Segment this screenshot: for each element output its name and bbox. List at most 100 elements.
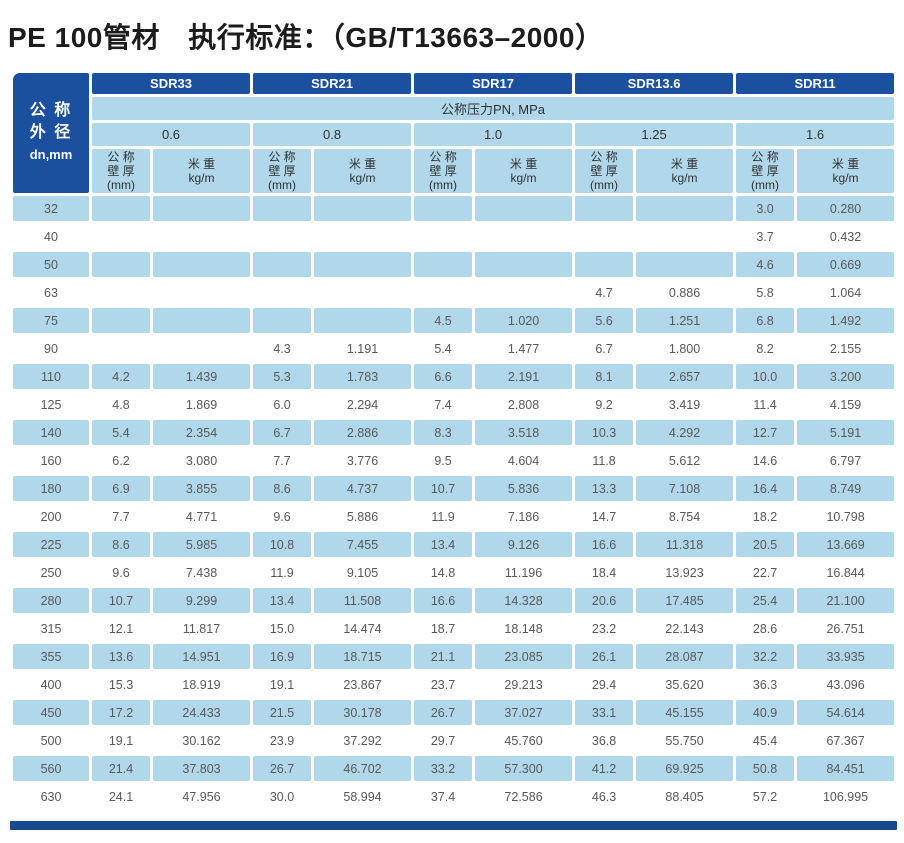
data-cell: 26.7 (253, 756, 312, 781)
data-cell: 1.191 (314, 336, 412, 361)
data-cell: 8.6 (253, 476, 312, 501)
data-cell: 6.9 (92, 476, 150, 501)
data-cell: 1.020 (475, 308, 573, 333)
data-cell: 8.754 (636, 504, 734, 529)
data-cell: 43.096 (797, 672, 895, 697)
data-cell: 4.5 (414, 308, 473, 333)
data-cell: 88.405 (636, 784, 734, 809)
header-line: (mm) (590, 178, 619, 192)
data-cell: 7.7 (92, 504, 150, 529)
data-cell: 14.7 (575, 504, 634, 529)
header-line: 壁 厚 (107, 164, 135, 178)
data-cell: 8.6 (92, 532, 150, 557)
data-cell: 3.518 (475, 420, 573, 445)
data-cell: 28.6 (736, 616, 795, 641)
data-cell: 13.3 (575, 476, 634, 501)
dn-cell: 280 (13, 588, 89, 613)
table-row: 200 7.7 4.771 9.6 5.886 11.9 7.186 14.7 8.754 18.… (13, 504, 895, 529)
sdr-header: SDR11 (736, 73, 895, 94)
data-cell: 15.0 (253, 616, 312, 641)
data-cell: 4.737 (314, 476, 412, 501)
data-cell: 24.433 (153, 700, 251, 725)
data-cell: 37.027 (475, 700, 573, 725)
data-cell: 7.4 (414, 392, 473, 417)
data-cell: 9.299 (153, 588, 251, 613)
table-row: 140 5.4 2.354 6.7 2.886 8.3 3.518 10.3 4.292 12.7… (13, 420, 895, 445)
data-cell: 24.1 (92, 784, 150, 809)
wall-thickness-header: 公 称壁 厚 (mm) (414, 149, 473, 193)
pressure-values-row: 0.6 0.8 1.0 1.25 1.6 (13, 123, 895, 146)
sdr-header: SDR21 (253, 73, 412, 94)
data-cell: 3.200 (797, 364, 895, 389)
data-cell (314, 252, 412, 277)
data-cell: 11.4 (736, 392, 795, 417)
data-cell: 0.432 (797, 224, 895, 249)
table-row: 110 4.2 1.439 5.3 1.783 6.6 2.191 8.1 2.657 10.0 3… (13, 364, 895, 389)
header-line: 米 重 (187, 157, 216, 171)
data-cell: 23.2 (575, 616, 634, 641)
data-cell: 7.108 (636, 476, 734, 501)
data-cell: 1.477 (475, 336, 573, 361)
data-cell: 17.2 (92, 700, 150, 725)
data-cell: 6.797 (797, 448, 895, 473)
corner-header: 公 称外 径 dn,mm (13, 73, 89, 193)
table-row: 90 4.3 1.191 5.4 1.477 6.7 1.800 8.2 2.155 (13, 336, 895, 361)
dn-cell: 250 (13, 560, 89, 585)
data-cell: 4.7 (575, 280, 634, 305)
data-cell: 21.100 (797, 588, 895, 613)
dn-cell: 125 (13, 392, 89, 417)
data-cell: 10.7 (414, 476, 473, 501)
header-line: kg/m (510, 171, 537, 185)
data-cell: 18.148 (475, 616, 573, 641)
data-cell: 21.1 (414, 644, 473, 669)
data-cell: 58.994 (314, 784, 412, 809)
sdr-header-row: 公 称外 径 dn,mm SDR33 SDR21 SDR17 SDR13.6 SDR11 (13, 73, 895, 193)
data-cell: 18.919 (153, 672, 251, 697)
data-cell: 7.438 (153, 560, 251, 585)
data-cell: 55.750 (636, 728, 734, 753)
data-cell: 23.085 (475, 644, 573, 669)
table-row: 500 19.1 30.162 23.9 37.292 29.7 45.760 36.8 55.… (13, 728, 895, 753)
header-line: 公 称 (590, 150, 618, 164)
wall-thickness-header: 公 称壁 厚 (mm) (253, 149, 312, 193)
data-cell (253, 308, 312, 333)
table-row: 32 3.0 0.280 (13, 196, 895, 221)
header-line: 公 称 (107, 150, 135, 164)
data-cell: 30.178 (314, 700, 412, 725)
data-cell: 23.9 (253, 728, 312, 753)
header-line: 外 径 (29, 124, 73, 141)
data-cell: 106.995 (797, 784, 895, 809)
data-cell: 37.4 (414, 784, 473, 809)
data-cell: 13.4 (253, 588, 312, 613)
data-cell (575, 252, 634, 277)
header-line: kg/m (349, 171, 376, 185)
data-cell: 16.6 (575, 532, 634, 557)
data-cell: 46.702 (314, 756, 412, 781)
data-cell: 20.6 (575, 588, 634, 613)
data-cell: 10.7 (92, 588, 150, 613)
data-cell: 13.669 (797, 532, 895, 557)
data-cell: 47.956 (153, 784, 251, 809)
data-cell: 3.080 (153, 448, 251, 473)
data-cell: 45.760 (475, 728, 573, 753)
data-cell: 69.925 (636, 756, 734, 781)
header-line: 公 称 (268, 150, 296, 164)
data-cell: 2.886 (314, 420, 412, 445)
data-cell: 22.143 (636, 616, 734, 641)
data-cell (636, 224, 734, 249)
header-line: kg/m (188, 171, 215, 185)
meter-weight-header: 米 重 kg/m (153, 149, 251, 193)
header-line: (mm) (429, 178, 458, 192)
data-cell (92, 196, 150, 221)
meter-weight-header: 米 重 kg/m (314, 149, 412, 193)
table-row: 180 6.9 3.855 8.6 4.737 10.7 5.836 13.3 7.108 16.… (13, 476, 895, 501)
sdr-header: SDR17 (414, 73, 573, 94)
data-cell: 45.155 (636, 700, 734, 725)
data-cell (575, 196, 634, 221)
data-cell (636, 252, 734, 277)
meter-weight-header: 米 重 kg/m (636, 149, 734, 193)
data-cell: 13.923 (636, 560, 734, 585)
data-cell: 9.2 (575, 392, 634, 417)
dn-cell: 200 (13, 504, 89, 529)
data-cell (153, 224, 251, 249)
